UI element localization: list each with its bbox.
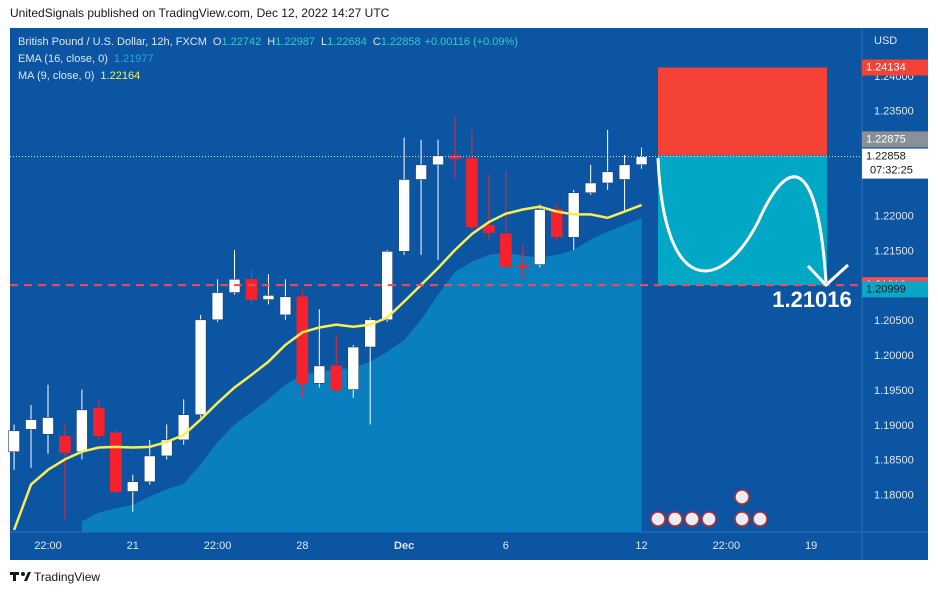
x-tick-label: 22:00 xyxy=(713,540,741,552)
candle-body xyxy=(110,432,122,492)
candle-body xyxy=(59,436,71,453)
candle-body xyxy=(194,319,207,416)
ohlc-value: 1.22684 xyxy=(327,36,367,48)
y-tick-label: 1.19500 xyxy=(874,385,914,397)
footer-logo xyxy=(10,572,31,581)
candle-body xyxy=(364,319,377,348)
symbol-name: British Pound / U.S. Dollar, 12h, FXCM xyxy=(18,36,207,48)
candle-body xyxy=(517,265,529,268)
candle-body xyxy=(483,225,495,233)
x-tick-label: 22:00 xyxy=(34,540,62,552)
y-tick-label: 1.23500 xyxy=(874,106,914,118)
stop-zone xyxy=(658,67,827,156)
x-tick-label: 21 xyxy=(127,540,139,552)
ohlc-letter: L xyxy=(321,36,327,48)
x-tick-label: 28 xyxy=(296,540,308,552)
indicator-line xyxy=(12,203,642,531)
x-tick-label: 6 xyxy=(503,540,509,552)
candle-body xyxy=(245,279,258,300)
candle-body xyxy=(25,419,37,430)
current-price-label: 1.22858 xyxy=(866,150,906,162)
candle-body xyxy=(211,292,224,321)
x-tick-label: 19 xyxy=(805,540,817,552)
target-zone xyxy=(658,155,827,286)
target-annotation: 1.21016 xyxy=(772,287,852,312)
candle-body xyxy=(415,164,427,180)
y-tick-label: 1.18000 xyxy=(874,490,914,502)
ohlc-letter: O xyxy=(213,36,222,48)
candle-body xyxy=(550,209,563,238)
y-tick-label: 1.21500 xyxy=(874,245,914,257)
y-tick-label: 1.20000 xyxy=(874,350,914,362)
level-price-label: 1.20999 xyxy=(866,283,906,295)
indicator-value: 1.22164 xyxy=(100,70,140,82)
projection-arrow xyxy=(806,263,850,288)
projection-curve xyxy=(656,157,828,283)
y-tick-label: 1.22000 xyxy=(874,210,914,222)
candle-body xyxy=(466,158,478,228)
candle-body xyxy=(126,481,139,492)
indicator-name: EMA (16, close, 0) xyxy=(18,53,108,65)
candle-body xyxy=(330,365,343,390)
ohlc-value: 1.22742 xyxy=(221,36,261,48)
candle-body xyxy=(313,365,326,384)
candle-body xyxy=(584,182,597,194)
candle-body xyxy=(601,171,614,184)
stop-price-label: 1.24134 xyxy=(866,61,906,73)
candle-body xyxy=(279,296,292,316)
candle-body xyxy=(177,414,190,441)
current-price-bg xyxy=(862,148,928,179)
candle-body xyxy=(618,164,631,180)
entry-price-label-bg xyxy=(862,131,928,148)
candle-body xyxy=(635,156,648,165)
candle-body xyxy=(347,346,360,390)
level-price-label-bg xyxy=(862,281,928,298)
candle-body xyxy=(533,209,546,265)
indicator-legend: MA (9, close, 0) 1.22164 xyxy=(18,70,140,82)
event-icons xyxy=(650,489,768,527)
candle-body xyxy=(143,455,156,483)
indicator-name: MA (9, close, 0) xyxy=(18,70,94,82)
y-tick-label: 1.20500 xyxy=(874,315,914,327)
countdown-label: 07:32:25 xyxy=(870,164,913,176)
x-tick-label: 22:00 xyxy=(204,540,232,552)
candle-body xyxy=(432,155,444,166)
candle-body xyxy=(500,233,512,268)
candle-body xyxy=(296,296,309,384)
ohlc-value: 1.22987 xyxy=(275,36,315,48)
candle-body xyxy=(42,417,54,435)
x-tick-label: 12 xyxy=(635,540,647,552)
legend-title: British Pound / U.S. Dollar, 12h, FXCM O1… xyxy=(18,36,518,48)
indicator-legend: EMA (16, close, 0) 1.21977 xyxy=(18,53,154,65)
candle-body xyxy=(398,179,410,252)
axis-unit: USD xyxy=(874,35,897,47)
candle-body xyxy=(93,408,105,436)
ohlc-value: 1.22858 xyxy=(381,36,421,48)
ohlc-letter: H xyxy=(267,36,275,48)
stop-price-label-bg xyxy=(862,59,928,76)
candle-body xyxy=(449,155,461,159)
y-tick-label: 1.18500 xyxy=(874,455,914,467)
header: UnitedSignals published on TradingView.c… xyxy=(10,6,390,20)
footer: TradingView xyxy=(34,570,100,584)
indicator-area xyxy=(81,218,642,532)
entry-price-label: 1.22875 xyxy=(866,133,906,145)
ohlc-letter: C xyxy=(373,36,381,48)
candle-body xyxy=(160,439,173,457)
indicator-value: 1.21977 xyxy=(114,53,154,65)
x-tick-label: Dec xyxy=(394,540,414,552)
candle-body xyxy=(8,430,20,453)
price-change: +0.00116 (+0.09%) xyxy=(425,36,518,48)
plot: British Pound / U.S. Dollar, 12h, FXCM O1… xyxy=(8,35,928,552)
candle-body xyxy=(262,295,275,300)
y-tick-label: 1.19000 xyxy=(874,420,914,432)
candle-body xyxy=(76,409,88,453)
